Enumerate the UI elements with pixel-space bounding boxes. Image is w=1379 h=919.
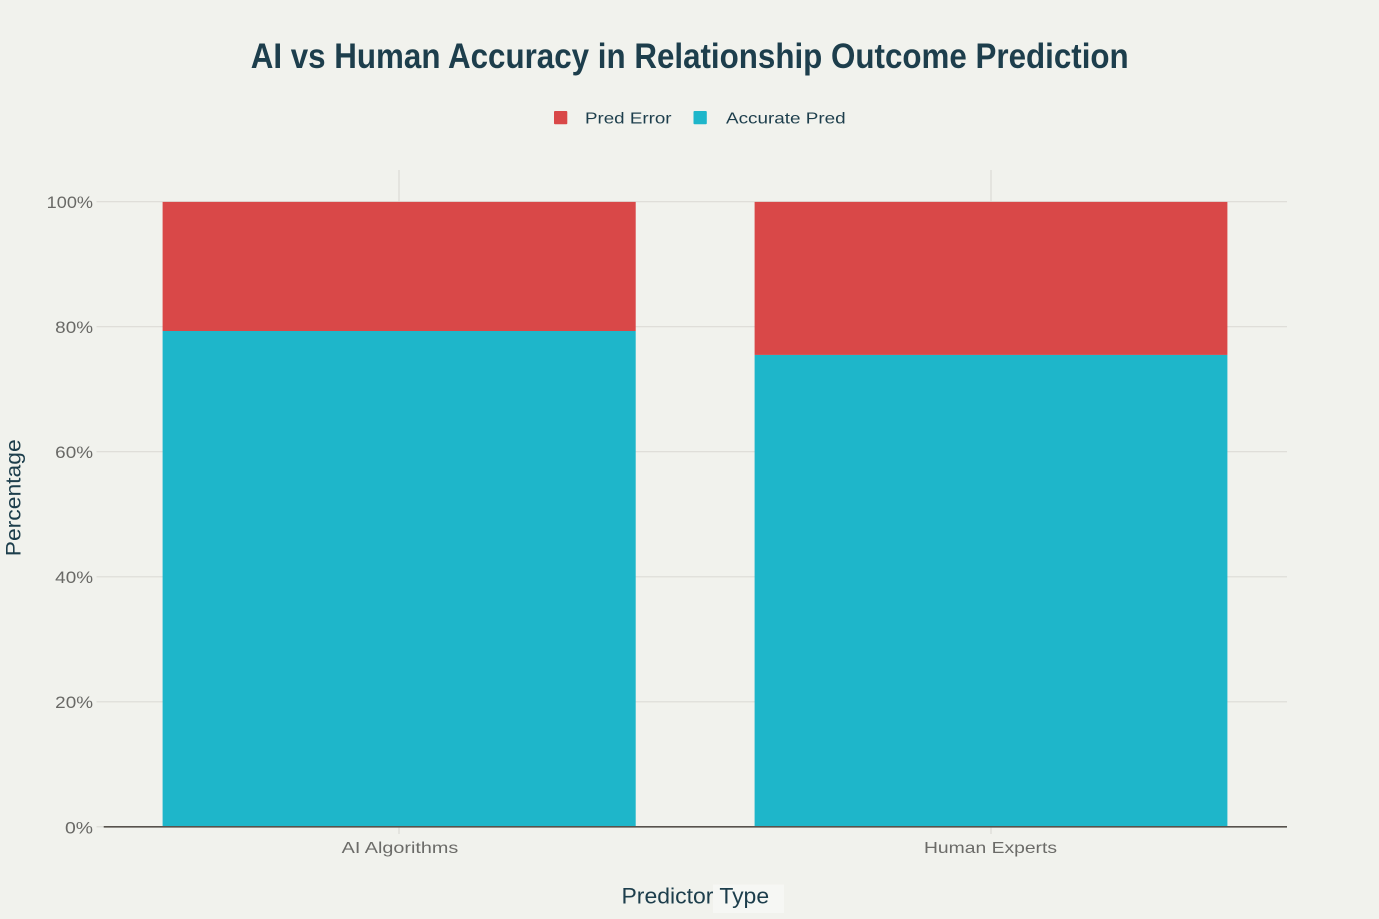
svg-text:Human Experts: Human Experts — [924, 840, 1057, 857]
svg-text:AI Algorithms: AI Algorithms — [342, 840, 459, 857]
svg-text:0%: 0% — [65, 819, 93, 838]
svg-text:40%: 40% — [55, 568, 93, 587]
svg-text:Percentage: Percentage — [3, 439, 26, 556]
svg-text:AI vs Human Accuracy in Relati: AI vs Human Accuracy in Relationship Out… — [251, 37, 1129, 76]
svg-text:Predictor Type: Predictor Type — [622, 884, 770, 909]
svg-text:80%: 80% — [55, 318, 93, 337]
svg-text:Pred Error: Pred Error — [585, 111, 672, 128]
svg-text:20%: 20% — [55, 693, 93, 712]
svg-text:100%: 100% — [47, 193, 93, 212]
svg-text:Accurate Pred: Accurate Pred — [726, 111, 846, 128]
svg-text:60%: 60% — [55, 443, 93, 462]
